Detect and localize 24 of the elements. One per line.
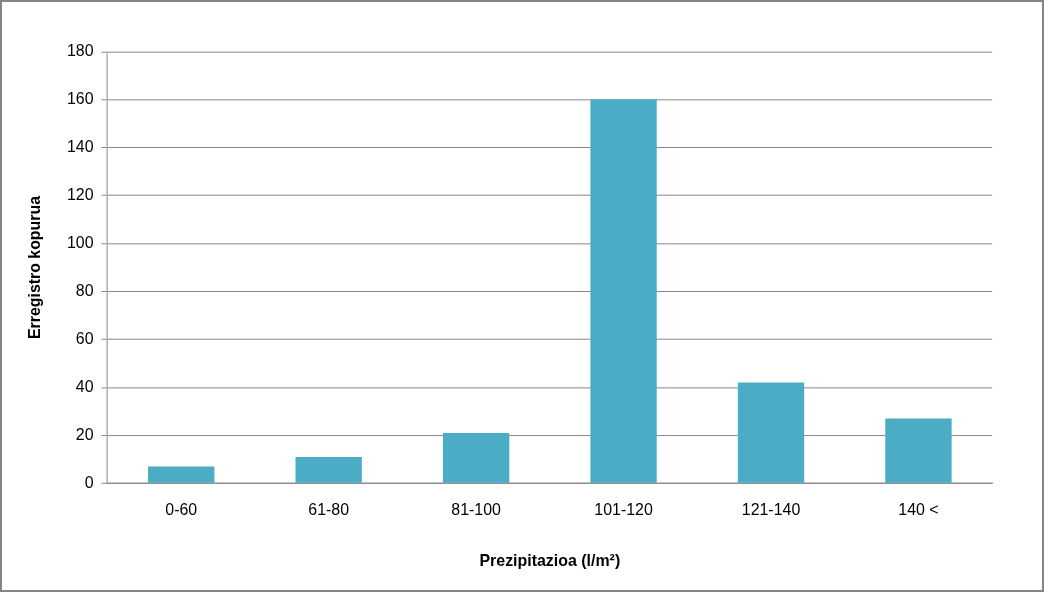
y-tick-label: 160 xyxy=(66,90,94,107)
x-tick-label: 0-60 xyxy=(165,501,198,519)
y-tick-label: 100 xyxy=(66,233,94,251)
y-tick-label: 40 xyxy=(75,377,94,395)
x-tick-label: 81-100 xyxy=(451,501,502,519)
bar xyxy=(148,466,215,483)
x-axis-title: Prezipitazioa (l/m²) xyxy=(479,551,621,569)
y-tick-label: 0 xyxy=(84,473,94,491)
y-tick-label: 180 xyxy=(66,42,94,60)
bar xyxy=(885,418,952,483)
bar xyxy=(737,382,805,483)
y-tick-label: 120 xyxy=(66,185,94,203)
x-tick-label: 61-80 xyxy=(308,501,350,519)
y-tick-label: 60 xyxy=(75,329,94,347)
y-tick-label: 140 xyxy=(66,137,94,155)
bar xyxy=(442,432,510,483)
x-tick-label: 140 < xyxy=(898,501,939,519)
y-axis-title: Erregistro kopurua xyxy=(25,195,43,339)
bar xyxy=(590,99,657,483)
x-tick-label: 101-120 xyxy=(594,501,653,519)
bar xyxy=(295,456,362,483)
y-tick-label: 20 xyxy=(75,425,94,443)
x-tick-label: 121-140 xyxy=(741,501,801,519)
y-tick-label: 80 xyxy=(75,281,94,299)
